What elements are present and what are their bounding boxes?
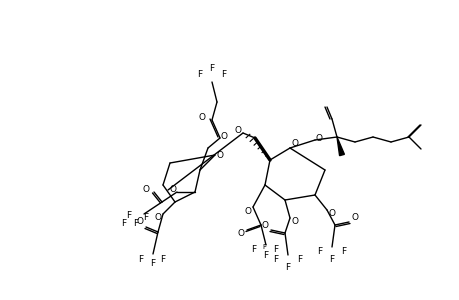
Text: F: F [273,256,278,265]
Text: F: F [329,254,334,263]
Text: O: O [198,112,205,122]
Text: F: F [121,220,126,229]
Text: O: O [142,184,149,194]
Text: F: F [273,245,278,254]
Text: F: F [197,70,202,79]
Text: O: O [315,134,322,142]
Text: O: O [328,208,335,217]
Text: F: F [341,248,346,256]
Text: O: O [154,212,161,221]
Text: O: O [220,131,227,140]
Text: F: F [143,212,148,221]
Text: O: O [291,139,298,148]
Text: O: O [261,220,268,230]
Text: O: O [237,230,244,238]
Text: O: O [216,151,223,160]
Text: F: F [262,244,265,250]
Text: F: F [317,248,322,256]
Text: O: O [234,125,241,134]
Text: O: O [244,206,251,215]
Text: F: F [263,250,268,260]
Polygon shape [336,137,344,156]
Text: F: F [251,245,256,254]
Text: O: O [291,217,298,226]
Text: F: F [126,212,131,220]
Text: O: O [136,218,143,226]
Text: O: O [169,184,176,194]
Text: F: F [285,262,290,272]
Text: F: F [209,64,214,73]
Text: F: F [150,260,155,268]
Text: F: F [297,256,302,265]
Text: F: F [160,254,165,263]
Text: O: O [351,212,358,221]
Text: F: F [221,70,226,79]
Text: F: F [138,254,143,263]
Text: F: F [133,220,138,229]
